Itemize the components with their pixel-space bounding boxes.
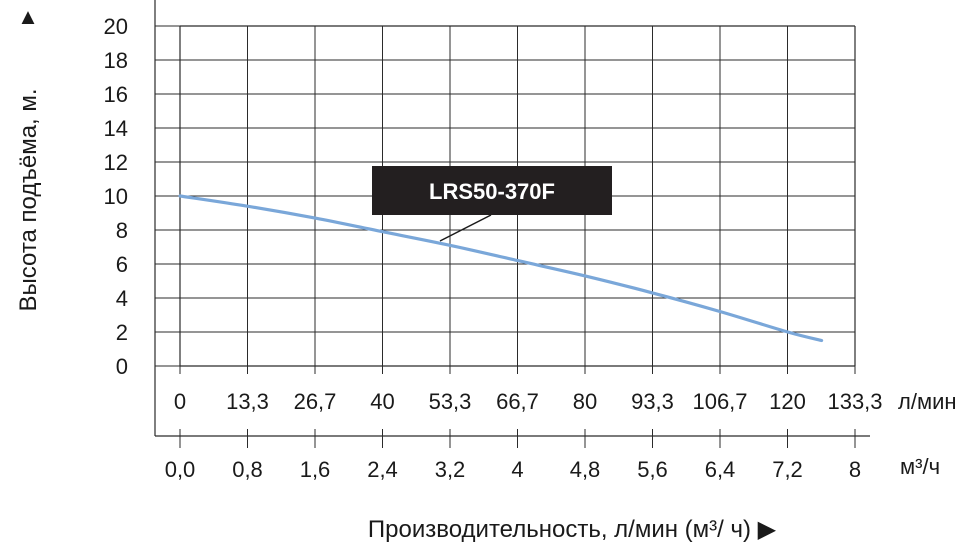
y-tick-label: 4 [116,286,128,311]
y-tick-label: 6 [116,252,128,277]
series-line [178,194,824,343]
x-axis-lmin-unit: л/мин [898,389,957,414]
x-axis-lmin-ticks: 0 13,3 26,7 40 53,3 66,7 80 93,3 106,7 120 133,3 [174,366,883,414]
chart-frame [154,0,870,437]
x-axis-title: Производительность, л/мин (м³/ ч) ▶ [368,516,777,543]
x-m3h-tick-label: 4 [511,457,523,482]
x-m3h-tick-label: 8 [849,457,861,482]
x-lmin-tick-label: 120 [769,389,806,414]
x-m3h-tick-label: 2,4 [367,457,398,482]
x-lmin-tick-label: 53,3 [429,389,472,414]
x-lmin-tick-label: 80 [573,389,597,414]
x-axis-m3h-unit: м³/ч [900,454,940,479]
series-label: LRS50-370F [429,179,555,204]
x-lmin-tick-label: 26,7 [294,389,337,414]
y-tick-label: 14 [104,116,128,141]
series-layer [178,194,824,343]
x-m3h-tick-label: 7,2 [772,457,803,482]
x-lmin-tick-label: 93,3 [631,389,674,414]
y-tick-label: 18 [104,48,128,73]
x-m3h-tick-label: 1,6 [300,457,331,482]
x-m3h-tick-label: 0,0 [165,457,196,482]
y-tick-label: 20 [104,14,128,39]
x-lmin-tick-label: 133,3 [827,389,882,414]
y-tick-label: 16 [104,82,128,107]
series-label-box [372,166,612,215]
y-tick-label: 2 [116,320,128,345]
y-tick-label: 8 [116,218,128,243]
series-label-leader [439,214,492,242]
y-axis-ticks: 0 2 4 6 8 10 12 14 16 18 20 [104,14,180,379]
x-axis-m3h-ticks: 0,0 0,8 1,6 2,4 3,2 4 4,8 5,6 6,4 7,2 8 [165,429,861,482]
x-m3h-tick-label: 3,2 [435,457,466,482]
x-m3h-tick-label: 4,8 [570,457,601,482]
y-tick-label: 0 [116,354,128,379]
x-lmin-tick-label: 106,7 [692,389,747,414]
x-m3h-tick-label: 5,6 [637,457,668,482]
y-axis-arrow-icon: ▲ [17,4,39,29]
x-lmin-tick-label: 66,7 [496,389,539,414]
y-axis-title: Высота подъёма, м. [15,88,42,311]
x-lmin-tick-label: 40 [370,389,394,414]
x-m3h-tick-label: 6,4 [705,457,736,482]
y-tick-label: 12 [104,150,128,175]
x-m3h-tick-label: 0,8 [232,457,263,482]
y-tick-label: 10 [104,184,128,209]
x-lmin-tick-label: 0 [174,389,186,414]
x-lmin-tick-label: 13,3 [226,389,269,414]
